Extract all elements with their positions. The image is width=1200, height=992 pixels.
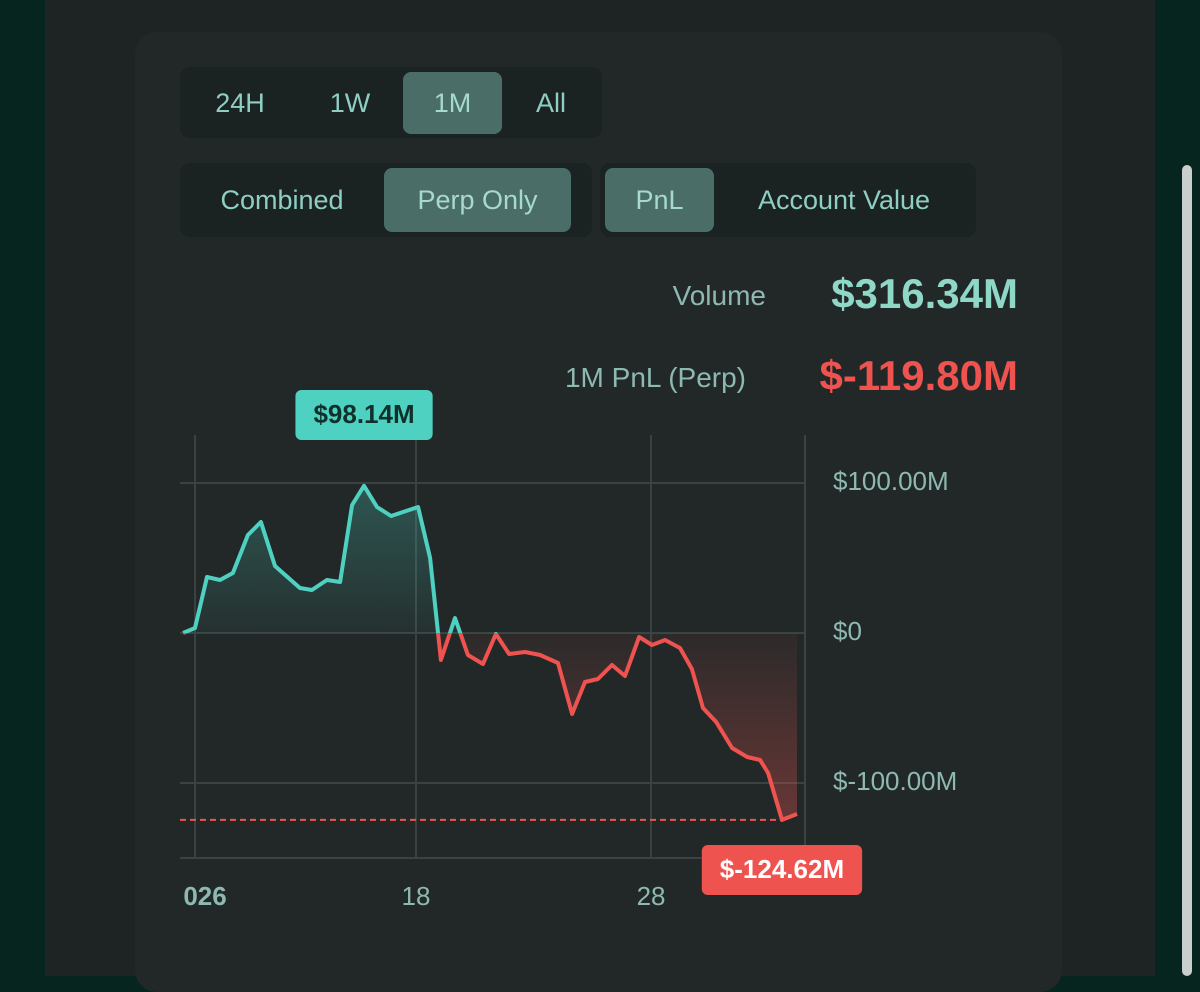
- x-tick-label: 026: [183, 881, 226, 911]
- timeframe-button[interactable]: All: [535, 87, 566, 118]
- stat-value: $316.34M: [831, 270, 1018, 317]
- stat-value: $-119.80M: [819, 352, 1018, 399]
- metric-button[interactable]: PnL: [605, 168, 714, 232]
- timeframe-button[interactable]: 1M: [403, 72, 502, 134]
- timeframe-button[interactable]: 24H: [215, 87, 265, 118]
- pnl-line: [182, 483, 798, 822]
- stat-label: 1M PnL (Perp): [564, 362, 746, 393]
- value-label-box: [701, 845, 863, 895]
- timeframe-group: [180, 67, 602, 138]
- value-label-box: [295, 390, 433, 440]
- value-label: $98.14M: [295, 390, 433, 440]
- area-fill: [183, 485, 798, 820]
- x-tick-label: 28: [637, 881, 666, 911]
- view-button[interactable]: Combined: [220, 184, 344, 215]
- y-tick-label: $-100.00M: [833, 766, 957, 796]
- value-label: $-124.62M: [701, 845, 863, 895]
- x-tick-label: 18: [402, 881, 431, 911]
- y-tick-label: $0: [833, 616, 862, 646]
- y-tick-label: $100.00M: [833, 466, 949, 496]
- stat-label: Volume: [672, 280, 766, 311]
- value-label-text: $98.14M: [313, 399, 414, 429]
- scrollbar[interactable]: [1182, 165, 1192, 976]
- timeframe-button[interactable]: 1W: [329, 87, 371, 118]
- metric-button[interactable]: Account Value: [757, 184, 931, 215]
- value-label-text: $-124.62M: [720, 854, 844, 884]
- view-button[interactable]: Perp Only: [384, 168, 571, 232]
